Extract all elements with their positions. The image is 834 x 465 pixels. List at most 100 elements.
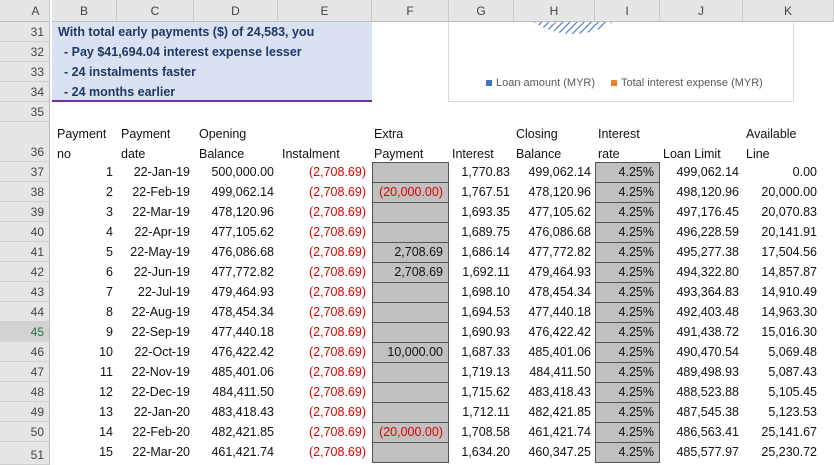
- row-header-49[interactable]: 49: [0, 402, 50, 422]
- row-header-31[interactable]: 31: [0, 22, 50, 42]
- row-header-39[interactable]: 39: [0, 202, 50, 222]
- loan-limit-cell: 489,498.93: [676, 365, 739, 379]
- row-header-50[interactable]: 50: [0, 422, 50, 442]
- column-header-c[interactable]: C: [117, 0, 194, 22]
- instalment-cell: (2,708.69): [309, 405, 366, 419]
- loan-limit-cell: 486,563.41: [676, 425, 739, 439]
- row-header-38[interactable]: 38: [0, 182, 50, 202]
- row-header-51[interactable]: 51: [0, 442, 50, 465]
- column-header-k[interactable]: K: [743, 0, 834, 22]
- interest-rate-cell[interactable]: 4.25%: [618, 325, 654, 339]
- row-header-42[interactable]: 42: [0, 262, 50, 282]
- pie-chart[interactable]: Loan amount (MYR) Total interest expense…: [448, 22, 794, 102]
- instalment-cell: (2,708.69): [309, 245, 366, 259]
- header-available-line-line1: Available: [746, 127, 797, 141]
- interest-cell: 1,694.53: [461, 305, 510, 319]
- interest-rate-cell[interactable]: 4.25%: [618, 165, 654, 179]
- available-line-cell: 20,070.83: [761, 205, 817, 219]
- column-header-f[interactable]: F: [372, 0, 449, 22]
- interest-cell: 1,767.51: [461, 185, 510, 199]
- interest-rate-cell[interactable]: 4.25%: [618, 265, 654, 279]
- interest-rate-cell[interactable]: 4.25%: [618, 445, 654, 459]
- extra-payment-input[interactable]: [372, 362, 449, 383]
- opening-balance-cell: 500,000.00: [211, 165, 274, 179]
- interest-rate-cell[interactable]: 4.25%: [618, 245, 654, 259]
- header-extra-payment-line1: Extra: [374, 127, 404, 141]
- payment-no-cell: 15: [99, 445, 113, 459]
- interest-rate-cell[interactable]: 4.25%: [618, 285, 654, 299]
- interest-rate-cell[interactable]: 4.25%: [618, 225, 654, 239]
- header-payment-no-line1: Payment: [57, 127, 107, 141]
- instalment-cell: (2,708.69): [309, 345, 366, 359]
- column-header-e[interactable]: E: [278, 0, 372, 22]
- closing-balance-cell: 482,421.85: [528, 405, 591, 419]
- payment-date-cell: 22-Nov-19: [131, 365, 190, 379]
- row-header-32[interactable]: 32: [0, 42, 50, 62]
- interest-rate-input[interactable]: [595, 442, 660, 463]
- payment-date-cell: 22-Jul-19: [137, 285, 190, 299]
- column-header-j[interactable]: J: [660, 0, 743, 22]
- interest-rate-cell[interactable]: 4.25%: [618, 185, 654, 199]
- payment-date-cell: 22-Feb-20: [132, 425, 190, 439]
- legend-swatch-loan: [486, 80, 492, 87]
- interest-rate-cell[interactable]: 4.25%: [618, 345, 654, 359]
- extra-payment-cell[interactable]: 2,708.69: [394, 265, 443, 279]
- extra-payment-input[interactable]: [372, 202, 449, 223]
- loan-limit-cell: 498,120.96: [676, 185, 739, 199]
- extra-payment-input[interactable]: [372, 382, 449, 403]
- header-loan-limit-line2: Loan Limit: [663, 147, 721, 161]
- row-header-44[interactable]: 44: [0, 302, 50, 322]
- interest-rate-cell[interactable]: 4.25%: [618, 405, 654, 419]
- row-header-36[interactable]: 36: [0, 122, 50, 162]
- header-opening-balance-line1: Opening: [199, 127, 247, 141]
- header-extra-payment-line2: Payment: [374, 147, 424, 161]
- interest-rate-cell[interactable]: 4.25%: [618, 205, 654, 219]
- interest-rate-cell[interactable]: 4.25%: [618, 365, 654, 379]
- available-line-cell: 5,123.53: [768, 405, 817, 419]
- extra-payment-cell[interactable]: 2,708.69: [394, 245, 443, 259]
- interest-rate-cell[interactable]: 4.25%: [618, 385, 654, 399]
- interest-rate-cell[interactable]: 4.25%: [618, 305, 654, 319]
- row-header-47[interactable]: 47: [0, 362, 50, 382]
- row-header-43[interactable]: 43: [0, 282, 50, 302]
- payment-date-cell: 22-Jun-19: [133, 265, 190, 279]
- payment-no-cell: 3: [106, 205, 113, 219]
- row-header-48[interactable]: 48: [0, 382, 50, 402]
- column-header-b[interactable]: B: [52, 0, 117, 22]
- opening-balance-cell: 485,401.06: [211, 365, 274, 379]
- extra-payment-input[interactable]: [372, 222, 449, 243]
- column-header-i[interactable]: I: [595, 0, 660, 22]
- row-header-40[interactable]: 40: [0, 222, 50, 242]
- row-header-33[interactable]: 33: [0, 62, 50, 82]
- available-line-cell: 20,141.91: [761, 225, 817, 239]
- interest-rate-cell[interactable]: 4.25%: [618, 425, 654, 439]
- closing-balance-cell: 478,120.96: [528, 185, 591, 199]
- instalment-cell: (2,708.69): [309, 385, 366, 399]
- column-header-d[interactable]: D: [194, 0, 278, 22]
- column-header-h[interactable]: H: [514, 0, 595, 22]
- extra-payment-input[interactable]: [372, 322, 449, 343]
- row-header-34[interactable]: 34: [0, 82, 50, 102]
- extra-payment-input[interactable]: [372, 442, 449, 463]
- extra-payment-input[interactable]: [372, 282, 449, 303]
- extra-payment-input[interactable]: [372, 162, 449, 183]
- row-header-41[interactable]: 41: [0, 242, 50, 262]
- row-header-35[interactable]: 35: [0, 102, 50, 122]
- payment-date-cell: 22-Mar-19: [132, 205, 190, 219]
- row-header-46[interactable]: 46: [0, 342, 50, 362]
- extra-payment-cell[interactable]: 10,000.00: [387, 345, 443, 359]
- extra-payment-cell[interactable]: (20,000.00): [379, 425, 443, 439]
- extra-payment-input[interactable]: [372, 302, 449, 323]
- column-header-a[interactable]: A: [22, 0, 50, 22]
- opening-balance-cell: 477,105.62: [211, 225, 274, 239]
- extra-payment-input[interactable]: [372, 402, 449, 423]
- payment-no-cell: 2: [106, 185, 113, 199]
- row-header-45[interactable]: 45: [0, 322, 50, 342]
- column-header-g[interactable]: G: [449, 0, 514, 22]
- row-header-37[interactable]: 37: [0, 162, 50, 182]
- extra-payment-cell[interactable]: (20,000.00): [379, 185, 443, 199]
- summary-line-1: With total early payments ($) of 24,583,…: [58, 25, 315, 39]
- header-interest-rate-line2: rate: [598, 147, 620, 161]
- closing-balance-cell: 460,347.25: [528, 445, 591, 459]
